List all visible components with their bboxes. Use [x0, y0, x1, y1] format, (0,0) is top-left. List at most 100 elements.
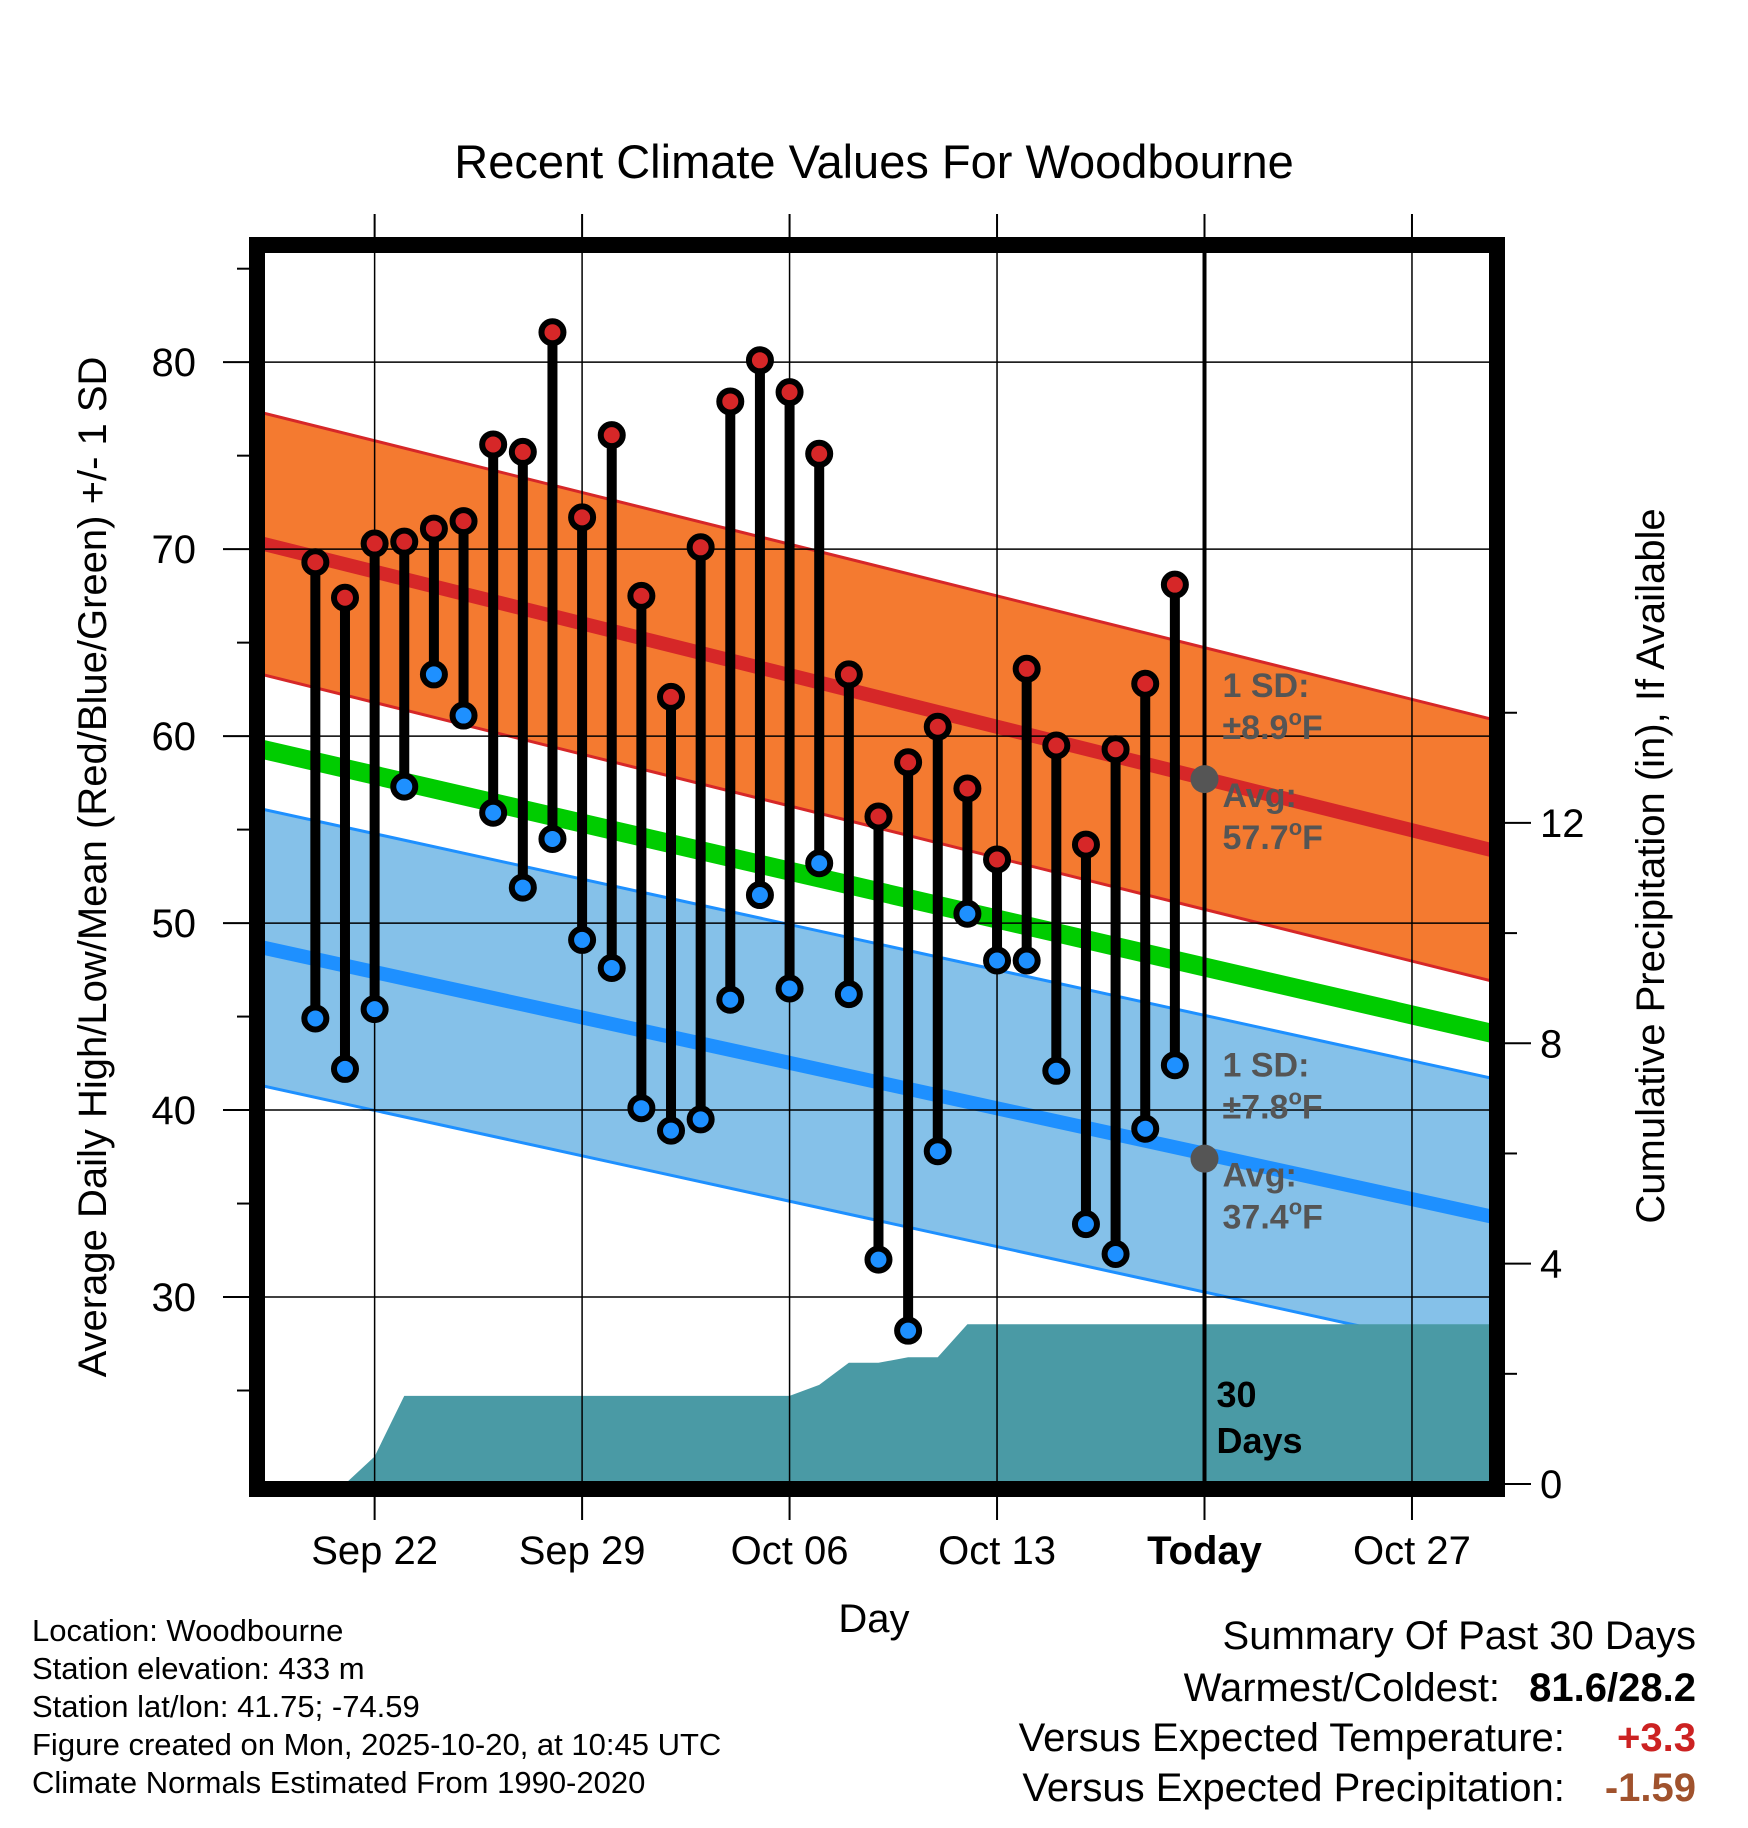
high-dot-18: [805, 439, 834, 468]
y2-tick-label-4: 4: [1540, 1243, 1562, 1287]
low-dot-18: [805, 849, 834, 878]
high-dot-5: [419, 514, 448, 543]
high-dot-20: [864, 802, 893, 831]
today-high-normal-marker: [1190, 765, 1219, 794]
low-dot-16: [745, 881, 774, 910]
y-tick-label-30: 30: [152, 1276, 197, 1320]
high-dot-3: [360, 529, 389, 558]
high-avg-value: 57.7oF: [1223, 815, 1323, 857]
info-created: Figure created on Mon, 2025-10-20, at 10…: [32, 1727, 722, 1762]
high-dot-22: [923, 712, 952, 741]
today-low-normal-marker: [1190, 1144, 1219, 1173]
x-tick-label-4: Today: [1147, 1529, 1263, 1573]
y-axis-label: Average Daily High/Low/Mean (Red/Blue/Gr…: [71, 357, 115, 1378]
y2-tick-label-0: 0: [1540, 1463, 1562, 1507]
warm-cold-label: Warmest/Coldest:: [1183, 1666, 1501, 1710]
today-days-label-1: Days: [1217, 1420, 1303, 1461]
high-dot-30: [1160, 570, 1189, 599]
x-axis-label: Day: [838, 1597, 909, 1641]
high-dot-1: [301, 548, 330, 577]
low-sd-label: 1 SD:: [1223, 1047, 1310, 1085]
y-tick-label-50: 50: [152, 902, 197, 946]
low-dot-25: [1012, 946, 1041, 975]
info-normals: Climate Normals Estimated From 1990-2020: [32, 1765, 646, 1800]
low-dot-3: [360, 995, 389, 1024]
low-dot-8: [508, 873, 537, 902]
low-sd-value: ±7.8oF: [1223, 1085, 1323, 1127]
high-dot-24: [983, 845, 1012, 874]
low-dot-13: [657, 1116, 686, 1145]
x-tick-label-0: Sep 22: [311, 1529, 438, 1573]
high-dot-29: [1131, 669, 1160, 698]
high-dot-16: [745, 346, 774, 375]
low-dot-4: [390, 772, 419, 801]
low-dot-2: [330, 1054, 359, 1083]
info-location: Location: Woodbourne: [32, 1613, 344, 1648]
x-tick-label-5: Oct 27: [1353, 1529, 1471, 1573]
low-dot-26: [1042, 1056, 1071, 1085]
summary-temp: Versus Expected Temperature: +3.3: [1019, 1716, 1696, 1761]
chart-title: Recent Climate Values For Woodbourne: [454, 135, 1293, 188]
low-dot-14: [686, 1105, 715, 1134]
low-dot-7: [479, 798, 508, 827]
high-dot-17: [775, 378, 804, 407]
summary-title: Summary Of Past 30 Days: [1222, 1614, 1696, 1658]
low-dot-1: [301, 1004, 330, 1033]
high-dot-2: [330, 583, 359, 612]
low-dot-9: [538, 824, 567, 853]
summary-precip: Versus Expected Precipitation: -1.59: [1022, 1766, 1696, 1811]
precip-value: -1.59: [1604, 1766, 1696, 1810]
warm-cold-value: 81.6/28.2: [1529, 1666, 1696, 1710]
high-dot-13: [657, 682, 686, 711]
today-days-label-0: 30: [1217, 1374, 1257, 1415]
low-dot-17: [775, 974, 804, 1003]
low-dot-23: [953, 899, 982, 928]
low-dot-6: [449, 701, 478, 730]
high-dot-21: [894, 748, 923, 777]
low-dot-27: [1071, 1210, 1100, 1239]
summary-warm-cold: Warmest/Coldest: 81.6/28.2: [1184, 1666, 1696, 1711]
temp-label: Versus Expected Temperature:: [1018, 1716, 1565, 1760]
high-dot-12: [627, 581, 656, 610]
y-tick-label-40: 40: [152, 1089, 197, 1133]
high-dot-28: [1101, 735, 1130, 764]
low-avg-value: 37.4oF: [1223, 1195, 1323, 1237]
high-sd-label: 1 SD:: [1223, 667, 1310, 705]
high-dot-10: [568, 503, 597, 532]
low-dot-22: [923, 1137, 952, 1166]
high-dot-19: [834, 660, 863, 689]
high-dot-7: [479, 430, 508, 459]
high-avg-label: Avg:: [1223, 777, 1297, 815]
x-tick-label-2: Oct 06: [731, 1529, 849, 1573]
low-dot-11: [597, 953, 626, 982]
high-dot-4: [390, 527, 419, 556]
low-avg-label: Avg:: [1223, 1157, 1297, 1195]
high-dot-9: [538, 318, 567, 347]
x-tick-label-3: Oct 13: [938, 1529, 1056, 1573]
high-dot-11: [597, 421, 626, 450]
high-sd-value: ±8.9oF: [1223, 705, 1323, 747]
low-dot-5: [419, 660, 448, 689]
high-dot-15: [716, 387, 745, 416]
high-dot-14: [686, 533, 715, 562]
y2-axis-label: Cumulative Precipitation (in), If Availa…: [1629, 508, 1673, 1223]
y-tick-label-60: 60: [152, 715, 197, 759]
high-dot-27: [1071, 830, 1100, 859]
info-elevation: Station elevation: 433 m: [32, 1651, 365, 1686]
high-dot-26: [1042, 731, 1071, 760]
y2-tick-label-8: 8: [1540, 1022, 1562, 1066]
high-dot-25: [1012, 654, 1041, 683]
low-dot-24: [983, 946, 1012, 975]
plot-frame: [249, 237, 1505, 1497]
precip-label: Versus Expected Precipitation:: [1022, 1766, 1565, 1810]
low-dot-29: [1131, 1114, 1160, 1143]
high-dot-6: [449, 507, 478, 536]
low-dot-10: [568, 925, 597, 954]
low-dot-20: [864, 1245, 893, 1274]
low-dot-12: [627, 1094, 656, 1123]
low-dot-28: [1101, 1240, 1130, 1269]
low-dot-21: [894, 1316, 923, 1345]
y2-tick-label-12: 12: [1540, 802, 1585, 846]
info-latlon: Station lat/lon: 41.75; -74.59: [32, 1689, 420, 1724]
